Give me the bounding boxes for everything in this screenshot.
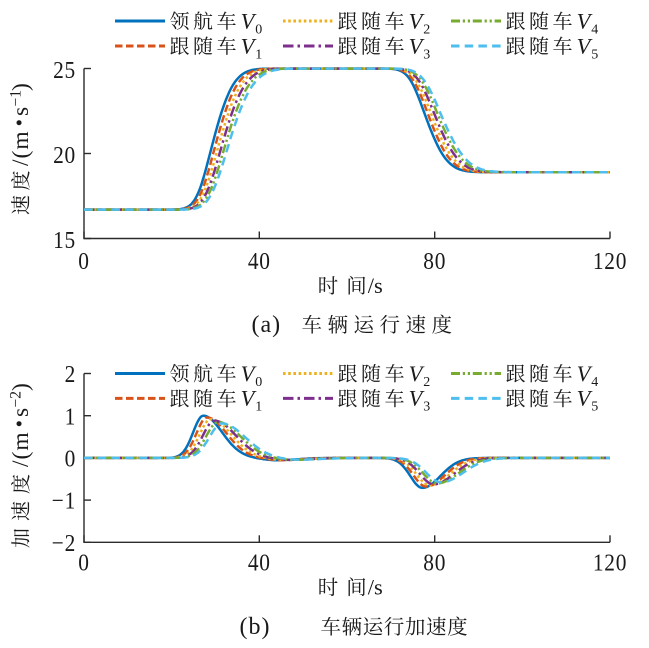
svg-text:−1: −1 bbox=[8, 90, 25, 107]
svg-text:5: 5 bbox=[591, 47, 598, 62]
svg-text:s: s bbox=[8, 408, 34, 417]
svg-text:(b): (b) bbox=[240, 614, 271, 640]
svg-text:): ) bbox=[8, 383, 34, 391]
svg-text:4: 4 bbox=[591, 22, 598, 37]
svg-text:0: 0 bbox=[255, 22, 262, 37]
svg-text:3: 3 bbox=[423, 47, 430, 62]
svg-text:V: V bbox=[241, 33, 257, 58]
svg-text:5: 5 bbox=[591, 400, 598, 415]
svg-text:2: 2 bbox=[423, 22, 430, 37]
svg-text:/s: /s bbox=[368, 575, 383, 600]
svg-text:0: 0 bbox=[78, 548, 89, 576]
svg-text:): ) bbox=[8, 83, 34, 91]
svg-text:3: 3 bbox=[423, 400, 430, 415]
svg-text:0: 0 bbox=[65, 444, 76, 472]
svg-text:V: V bbox=[577, 386, 593, 411]
svg-text:0: 0 bbox=[78, 247, 89, 275]
svg-text:/(m: /(m bbox=[8, 431, 34, 467]
svg-text:1: 1 bbox=[65, 402, 76, 430]
svg-text:1: 1 bbox=[255, 400, 262, 415]
svg-text:V: V bbox=[409, 8, 425, 33]
svg-text:15: 15 bbox=[53, 225, 76, 253]
svg-text:s: s bbox=[8, 107, 34, 116]
svg-text:0: 0 bbox=[255, 375, 262, 390]
svg-text:−1: −1 bbox=[52, 486, 76, 514]
svg-text:1: 1 bbox=[255, 47, 262, 62]
svg-text:4: 4 bbox=[591, 375, 598, 390]
svg-text:2: 2 bbox=[423, 375, 430, 390]
svg-text:V: V bbox=[577, 8, 593, 33]
svg-text:120: 120 bbox=[593, 247, 627, 275]
svg-text:V: V bbox=[241, 361, 257, 386]
svg-text:V: V bbox=[409, 33, 425, 58]
svg-text:80: 80 bbox=[423, 548, 446, 576]
svg-text:25: 25 bbox=[53, 55, 76, 83]
svg-text:/s: /s bbox=[368, 273, 383, 298]
svg-text:(a): (a) bbox=[252, 312, 282, 338]
svg-text:80: 80 bbox=[423, 247, 446, 275]
svg-text:V: V bbox=[577, 33, 593, 58]
svg-text:−2: −2 bbox=[8, 391, 25, 408]
svg-text:V: V bbox=[241, 8, 257, 33]
svg-text:2: 2 bbox=[65, 360, 76, 388]
svg-text:/(m: /(m bbox=[8, 130, 34, 166]
svg-text:•: • bbox=[7, 119, 31, 126]
svg-text:20: 20 bbox=[53, 140, 76, 168]
svg-text:−2: −2 bbox=[52, 528, 76, 556]
svg-text:•: • bbox=[7, 420, 31, 427]
svg-text:V: V bbox=[409, 361, 425, 386]
svg-text:V: V bbox=[577, 361, 593, 386]
svg-text:120: 120 bbox=[593, 548, 627, 576]
svg-text:V: V bbox=[241, 386, 257, 411]
svg-text:V: V bbox=[409, 386, 425, 411]
svg-text:40: 40 bbox=[248, 548, 271, 576]
svg-text:40: 40 bbox=[248, 247, 271, 275]
